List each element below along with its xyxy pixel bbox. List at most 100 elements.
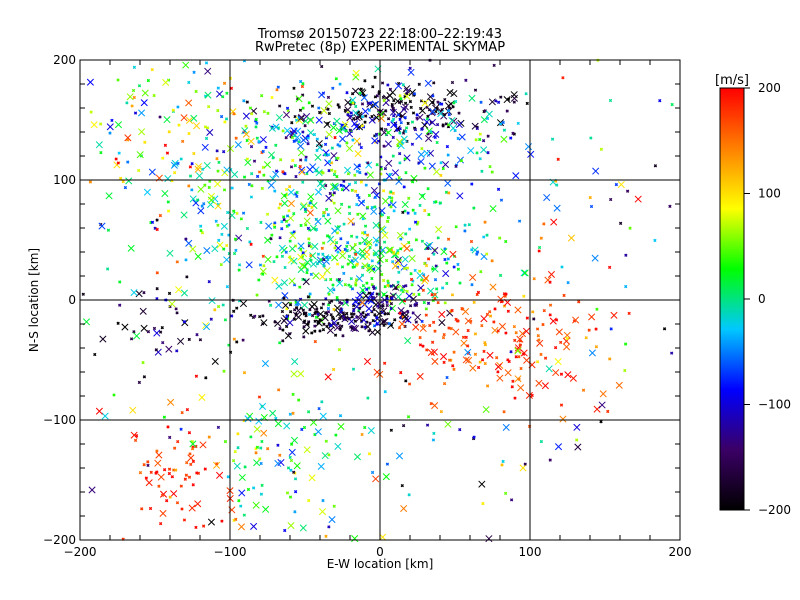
data-point: [297, 253, 305, 261]
data-point: [99, 122, 103, 126]
data-point: [168, 300, 176, 308]
data-point: [478, 157, 482, 161]
data-point: [496, 187, 501, 192]
data-point: [499, 300, 504, 304]
data-point: [428, 162, 436, 170]
data-point: [278, 202, 283, 206]
data-point: [219, 114, 224, 119]
data-point: [433, 248, 437, 252]
data-point: [304, 314, 308, 318]
data-point: [373, 368, 381, 376]
data-point: [488, 164, 492, 169]
data-point: [553, 204, 561, 212]
data-point: [298, 261, 306, 269]
data-point: [95, 407, 103, 415]
data-point: [290, 436, 299, 444]
data-point: [345, 300, 349, 304]
data-point: [244, 158, 252, 167]
data-point: [519, 464, 527, 472]
data-point: [168, 435, 172, 440]
data-point: [89, 110, 93, 114]
data-point: [194, 165, 202, 173]
data-point: [345, 248, 349, 253]
data-point: [204, 67, 212, 75]
x-tick-label: 200: [669, 545, 692, 559]
data-point: [452, 265, 456, 269]
data-point: [289, 165, 294, 169]
data-point: [179, 484, 183, 488]
data-point: [346, 241, 350, 245]
data-point: [500, 463, 504, 467]
x-tick-label: −100: [214, 545, 247, 559]
data-point: [165, 151, 170, 155]
data-point: [328, 323, 333, 328]
data-point: [254, 117, 258, 122]
data-point: [542, 308, 546, 313]
data-point: [298, 164, 302, 169]
data-point: [330, 146, 334, 150]
data-point: [334, 442, 342, 450]
data-point: [318, 508, 327, 516]
data-point: [386, 83, 390, 87]
data-point: [396, 280, 400, 284]
data-point: [272, 259, 276, 264]
data-point: [289, 468, 293, 472]
data-point: [261, 360, 270, 368]
data-point: [323, 142, 328, 147]
data-point: [225, 243, 229, 248]
data-point: [382, 240, 387, 244]
data-point: [404, 337, 412, 345]
data-point: [363, 79, 367, 83]
data-point: [155, 218, 159, 222]
data-point: [291, 392, 295, 397]
data-point: [524, 92, 528, 96]
data-point: [365, 161, 373, 169]
data-point: [288, 310, 293, 314]
data-point: [370, 292, 375, 296]
data-point: [242, 513, 246, 517]
data-point: [90, 121, 98, 129]
data-point: [216, 108, 220, 113]
data-point: [237, 523, 246, 531]
data-point: [511, 379, 515, 383]
data-point: [98, 222, 106, 230]
data-point: [268, 303, 273, 307]
data-point: [485, 110, 493, 118]
data-point: [321, 91, 326, 95]
data-point: [351, 325, 360, 333]
data-point: [347, 211, 352, 216]
data-point: [405, 292, 413, 300]
data-point: [496, 329, 500, 333]
data-point: [327, 168, 331, 173]
data-point: [262, 173, 266, 177]
data-point: [514, 306, 522, 314]
data-point: [424, 243, 432, 251]
data-point: [264, 145, 268, 150]
data-point: [225, 91, 229, 95]
data-point: [518, 343, 522, 347]
data-point: [280, 309, 285, 314]
data-point: [452, 101, 456, 105]
data-point: [298, 285, 302, 289]
data-point: [432, 252, 436, 256]
data-point: [367, 108, 371, 112]
data-point: [315, 140, 323, 148]
data-point: [321, 210, 326, 215]
data-point: [288, 184, 292, 189]
data-point: [242, 175, 247, 179]
data-point: [490, 259, 494, 263]
data-point: [144, 476, 148, 480]
data-point: [188, 504, 196, 512]
data-point: [168, 495, 172, 499]
data-point: [245, 157, 250, 161]
data-point: [532, 317, 536, 321]
data-point: [408, 99, 413, 104]
data-point: [509, 498, 514, 502]
data-point: [343, 283, 348, 287]
data-point: [352, 109, 360, 117]
data-point: [421, 288, 426, 292]
data-point: [298, 168, 306, 176]
data-point: [424, 263, 429, 268]
data-point: [289, 442, 294, 446]
